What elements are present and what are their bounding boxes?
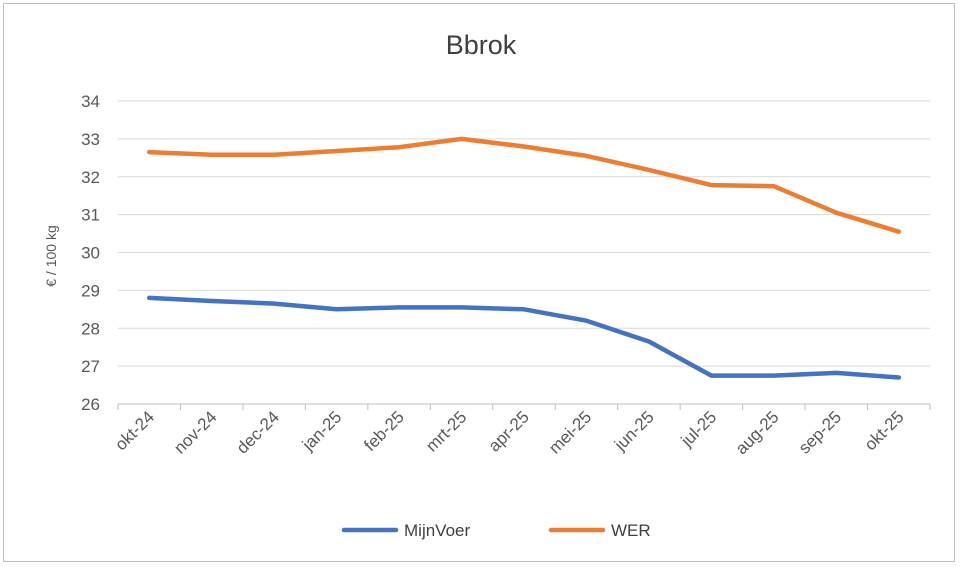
x-tick-label: okt-25 xyxy=(861,407,908,454)
chart-title: Bbrok xyxy=(446,30,517,60)
y-tick-label: 32 xyxy=(81,168,100,187)
legend: MijnVoer WER xyxy=(341,521,651,540)
x-tick-label: feb-25 xyxy=(360,407,408,455)
y-tick-label: 27 xyxy=(81,357,100,376)
x-tick-label: apr-25 xyxy=(485,407,533,455)
axes xyxy=(117,403,931,410)
chart-frame: Bbrok € / 100 kg 26 27 28 29 30 31 32 33 34 okt-… xyxy=(3,3,955,562)
y-tick-label: 31 xyxy=(81,206,100,225)
x-tick-label: jul-25 xyxy=(677,407,721,451)
series-line-wer xyxy=(146,136,902,234)
y-axis-label: € / 100 kg xyxy=(43,225,59,287)
legend-label-wer: WER xyxy=(611,521,651,540)
y-tick-label: 29 xyxy=(81,281,100,300)
x-tick-label: jun-25 xyxy=(610,407,658,455)
y-tick-label: 26 xyxy=(81,395,100,414)
x-tick-label: mei-25 xyxy=(545,407,595,457)
x-tick-labels: okt-24 nov-24 dec-24 jan-25 feb-25 mrt-25 apr-… xyxy=(111,407,907,458)
x-tick-label: jan-25 xyxy=(298,407,346,455)
y-tick-label: 33 xyxy=(81,130,100,149)
y-tick-label: 30 xyxy=(81,244,100,263)
gridlines xyxy=(118,100,930,367)
series-lines xyxy=(146,136,902,380)
x-tick-label: dec-24 xyxy=(233,407,283,457)
y-tick-label: 34 xyxy=(81,92,100,111)
x-tick-label: sep-25 xyxy=(795,407,845,457)
y-tick-labels: 26 27 28 29 30 31 32 33 34 xyxy=(81,92,100,414)
legend-label-mijnvoer: MijnVoer xyxy=(404,521,470,540)
x-tick-label: nov-24 xyxy=(170,407,220,457)
series-line-mijnvoer xyxy=(146,295,902,380)
line-chart: Bbrok € / 100 kg 26 27 28 29 30 31 32 33 34 okt-… xyxy=(43,30,931,540)
x-tick-label: aug-25 xyxy=(732,407,783,458)
x-tick-label: okt-24 xyxy=(111,407,158,454)
x-tick-label: mrt-25 xyxy=(422,407,470,455)
y-tick-label: 28 xyxy=(81,319,100,338)
